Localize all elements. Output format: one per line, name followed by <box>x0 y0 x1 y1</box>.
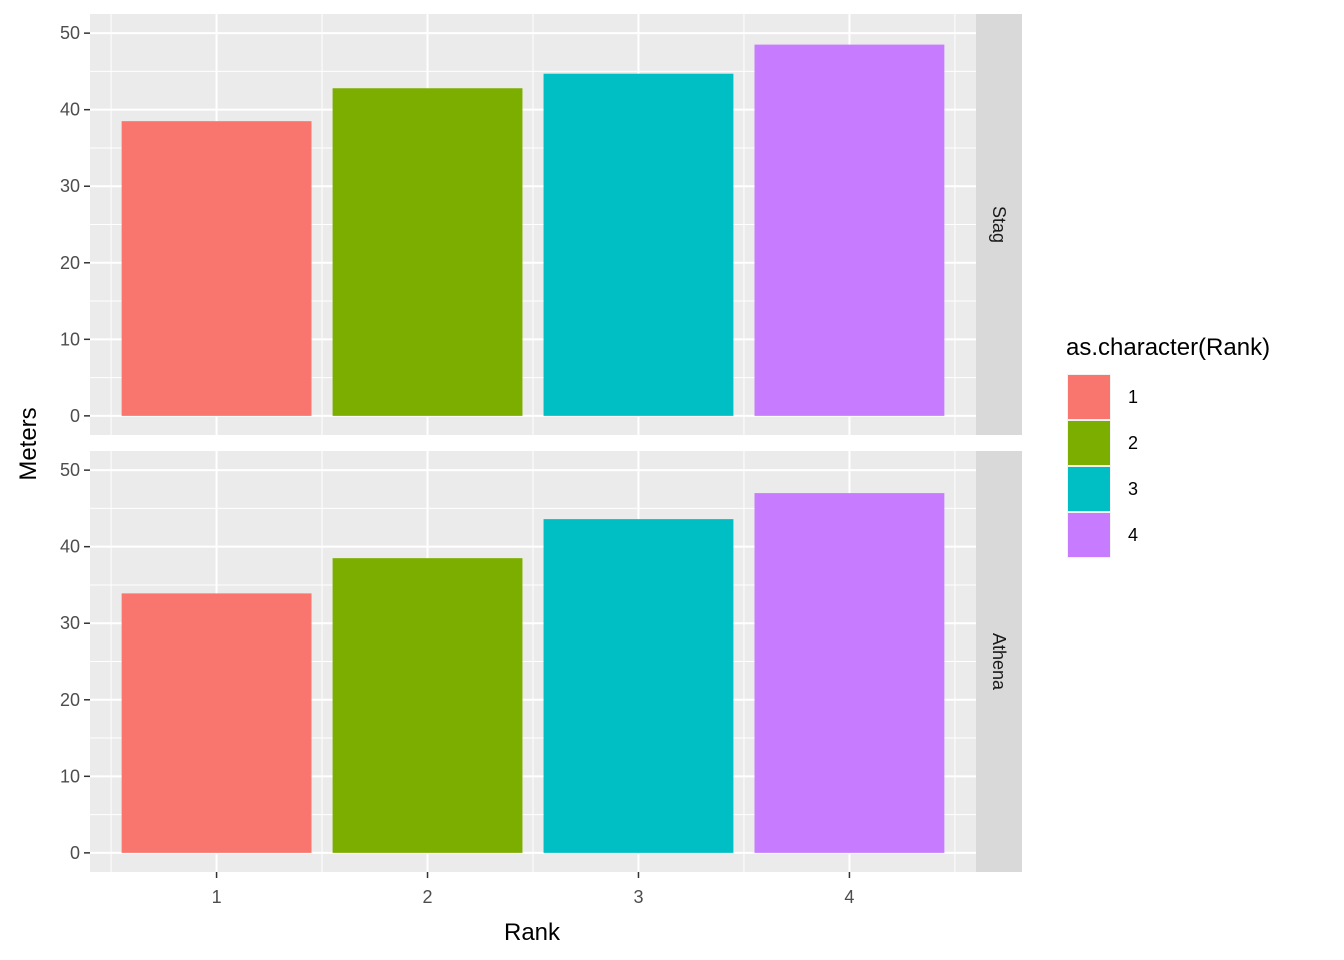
panel-stag: 0 10 20 30 40 50 Stag <box>60 14 1022 435</box>
bar-rank-2 <box>332 558 523 853</box>
y-tick-label: 10 <box>60 766 80 786</box>
bar-rank-2 <box>332 88 523 416</box>
y-tick-label: 30 <box>60 613 80 633</box>
y-tick-label: 10 <box>60 329 80 349</box>
y-tick-label: 50 <box>60 23 80 43</box>
strip-background <box>976 14 1022 435</box>
legend-title: as.character(Rank) <box>1066 334 1270 361</box>
panel-athena: 0 10 20 30 40 50 Athena 1 2 3 4 <box>60 451 1022 907</box>
y-tick-label: 40 <box>60 537 80 557</box>
y-axis-title: Meters <box>15 407 42 480</box>
x-tick-label: 1 <box>212 887 222 907</box>
y-tick-label: 0 <box>70 406 80 426</box>
x-tick-label: 3 <box>633 887 643 907</box>
y-tick-label: 40 <box>60 100 80 120</box>
y-tick-label: 50 <box>60 460 80 480</box>
y-tick-label: 30 <box>60 176 80 196</box>
legend-label: 4 <box>1128 525 1138 545</box>
legend-key-3 <box>1068 467 1110 511</box>
bar-rank-1 <box>121 593 312 853</box>
x-tick-label: 2 <box>423 887 433 907</box>
bar-rank-4 <box>754 44 945 416</box>
x-tick-label: 4 <box>844 887 854 907</box>
bar-rank-1 <box>121 121 312 416</box>
bar-rank-4 <box>754 493 945 853</box>
legend-keys: 1 2 3 4 <box>1067 374 1138 558</box>
y-tick-label: 20 <box>60 690 80 710</box>
strip-label: Athena <box>989 633 1009 691</box>
bar-rank-3 <box>543 73 734 416</box>
legend-key-1 <box>1068 375 1110 419</box>
strip-label: Stag <box>989 206 1009 243</box>
strip-background <box>976 451 1022 872</box>
chart-panels: 0 10 20 30 40 50 Stag 0 10 20 30 40 50 Athena 1 2 3 4 <box>60 14 1022 907</box>
x-axis-title: Rank <box>504 919 561 946</box>
bar-rank-3 <box>543 519 734 853</box>
legend-key-4 <box>1068 513 1110 557</box>
y-tick-label: 0 <box>70 843 80 863</box>
legend-key-2 <box>1068 421 1110 465</box>
legend-label: 2 <box>1128 433 1138 453</box>
legend: as.character(Rank) 1 2 3 4 <box>1066 334 1270 558</box>
legend-label: 1 <box>1128 387 1138 407</box>
legend-label: 3 <box>1128 479 1138 499</box>
y-tick-label: 20 <box>60 253 80 273</box>
